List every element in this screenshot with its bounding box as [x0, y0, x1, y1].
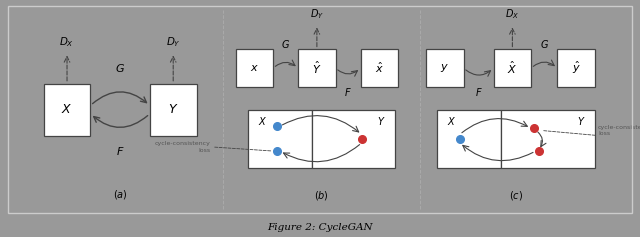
Text: Figure 2: CycleGAN: Figure 2: CycleGAN — [267, 223, 373, 232]
Text: $G$: $G$ — [281, 38, 290, 50]
Text: $F$: $F$ — [344, 86, 352, 98]
Bar — [501, 110, 595, 168]
Text: $\hat{y}$: $\hat{y}$ — [572, 60, 580, 76]
Bar — [437, 110, 501, 168]
Bar — [44, 84, 90, 136]
Text: $Y$: $Y$ — [168, 103, 179, 116]
Text: $Y$: $Y$ — [577, 115, 586, 127]
Bar — [426, 50, 463, 87]
Text: $\hat{X}$: $\hat{X}$ — [508, 60, 518, 76]
Text: $(b)$: $(b)$ — [314, 189, 329, 202]
Bar — [493, 50, 531, 87]
Text: $y$: $y$ — [440, 62, 449, 74]
Text: $G$: $G$ — [540, 38, 548, 50]
Bar — [248, 110, 312, 168]
Bar — [360, 50, 398, 87]
Text: $X$: $X$ — [447, 115, 456, 127]
Bar — [236, 50, 273, 87]
Text: $\hat{Y}$: $\hat{Y}$ — [312, 60, 322, 76]
Text: $x$: $x$ — [250, 63, 259, 73]
Text: $D_X$: $D_X$ — [60, 35, 75, 49]
Text: $G$: $G$ — [115, 62, 125, 74]
Text: $(a)$: $(a)$ — [113, 188, 127, 201]
Bar — [298, 50, 335, 87]
Text: cycle-consistency
loss: cycle-consistency loss — [155, 141, 211, 153]
Bar — [557, 50, 595, 87]
Text: $X$: $X$ — [257, 115, 267, 127]
Text: $D_Y$: $D_Y$ — [310, 7, 324, 21]
Bar — [312, 110, 395, 168]
Text: cycle-consistency
loss: cycle-consistency loss — [598, 125, 640, 136]
Bar — [150, 84, 196, 136]
Text: $D_Y$: $D_Y$ — [166, 35, 180, 49]
Text: $X$: $X$ — [61, 103, 73, 116]
Text: $(c)$: $(c)$ — [509, 189, 523, 202]
Text: $D_X$: $D_X$ — [505, 7, 520, 21]
Text: $Y$: $Y$ — [377, 115, 385, 127]
Text: $F$: $F$ — [475, 86, 483, 98]
Text: $\hat{x}$: $\hat{x}$ — [375, 61, 384, 75]
Text: $F$: $F$ — [116, 145, 124, 157]
